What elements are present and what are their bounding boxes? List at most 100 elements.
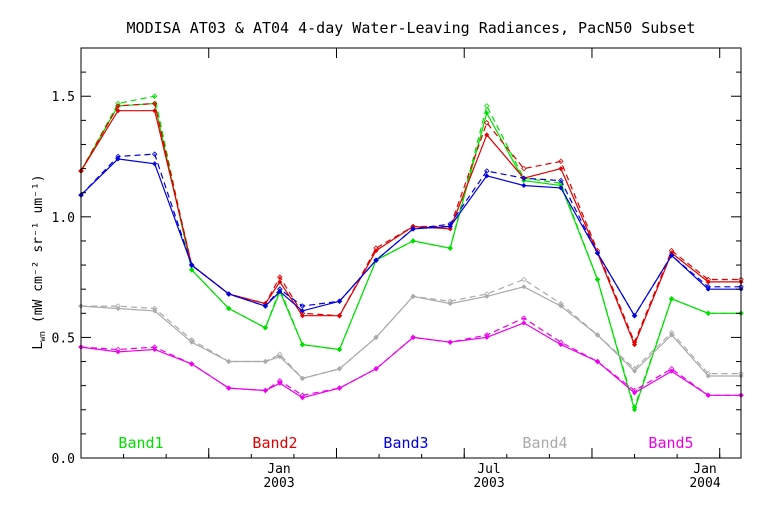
data-point-at04-band2: [299, 310, 306, 317]
data-point-at04-band2: [521, 165, 527, 172]
data-point-at04-band5: [277, 378, 283, 384]
data-point-band2: [115, 108, 121, 114]
series-line-at04-band3: [80, 153, 741, 317]
data-point-at04-band3: [447, 221, 453, 227]
data-point-at04-band3: [484, 168, 490, 174]
data-point-at04-band3: [373, 257, 379, 264]
y-tick-label: 0.5: [52, 331, 75, 346]
data-point-at04-band3: [668, 252, 675, 259]
data-point-at04-band1: [225, 305, 232, 312]
y-tick-label: 1.5: [52, 90, 75, 105]
data-point-at04-band1: [299, 341, 306, 348]
data-point-at04-band1: [447, 245, 453, 251]
data-point-at04-band4: [262, 358, 269, 365]
data-point-at04-band3: [521, 175, 527, 182]
data-point-at04-band4: [631, 365, 638, 372]
data-point-at04-band1: [151, 93, 158, 100]
data-point-at04-band1: [410, 238, 416, 244]
data-point-at04-band4: [558, 300, 564, 307]
data-point-at04-band4: [447, 298, 453, 305]
data-point-band2: [484, 132, 490, 138]
data-point-at04-band4: [188, 337, 195, 343]
data-point-band3: [558, 185, 564, 191]
data-point-at04-band3: [705, 283, 711, 290]
y-axis-label-units: (mW cm⁻² sr⁻¹ um⁻¹): [31, 174, 46, 323]
legend-entry-band1: Band1: [118, 434, 163, 452]
data-point-at04-band5: [225, 385, 232, 391]
data-point-at04-band1: [188, 267, 195, 273]
data-point-at04-band2: [373, 245, 379, 251]
y-tick-label: 1.0: [52, 211, 75, 226]
y-axis-label-main: L: [31, 342, 46, 350]
series-line-at03-band2: [80, 110, 741, 347]
data-point-at04-band5: [336, 385, 343, 391]
y-axis-title: Lwn (mW cm⁻² sr⁻¹ um⁻¹): [31, 174, 48, 349]
series-line-at03-band5: [80, 322, 741, 399]
data-point-at04-band2: [151, 100, 158, 107]
data-point-at04-band5: [521, 315, 527, 321]
data-point-at04-band3: [262, 303, 269, 309]
x-tick-label-year: 2004: [689, 476, 720, 491]
data-point-at04-band5: [631, 387, 638, 394]
plot-frame: [80, 47, 742, 459]
data-point-band4: [521, 284, 527, 290]
legend-entry-band3: Band3: [383, 434, 428, 452]
data-point-at04-band5: [705, 392, 711, 399]
data-point-at04-band3: [631, 312, 638, 319]
series-line-at04-band2: [80, 102, 741, 344]
x-tick-label-year: 2003: [473, 476, 504, 491]
data-point-at04-band3: [336, 298, 343, 305]
series-line-at04-band5: [80, 317, 741, 396]
data-point-at04-band5: [668, 365, 675, 372]
series-line-at03-band3: [80, 158, 741, 317]
data-point-at04-band5: [188, 361, 195, 367]
y-tick-label: 0.0: [52, 452, 75, 467]
data-point-at04-band3: [277, 286, 283, 292]
data-point-band2: [152, 108, 158, 114]
data-point-at04-band5: [594, 358, 601, 365]
data-point-band3: [521, 182, 527, 188]
data-point-at04-band1: [336, 346, 343, 353]
data-point-at04-band4: [336, 365, 343, 372]
data-point-band2: [558, 166, 564, 172]
data-point-at04-band5: [447, 339, 453, 346]
data-point-at04-band4: [299, 375, 306, 382]
chart-title: MODISA AT03 & AT04 4-day Water-Leaving R…: [127, 19, 696, 37]
data-point-at04-band4: [484, 291, 490, 297]
data-point-at04-band2: [558, 158, 564, 165]
data-point-at04-band4: [705, 370, 711, 377]
data-point-at04-band4: [225, 358, 232, 365]
data-point-at04-band2: [484, 119, 490, 126]
data-point-band5: [521, 320, 527, 326]
data-point-at04-band1: [262, 324, 269, 331]
data-point-at04-band3: [410, 226, 416, 232]
data-point-at04-band5: [558, 339, 564, 346]
data-point-at04-band4: [115, 303, 121, 309]
x-tick-label: Jan: [267, 462, 290, 477]
data-point-at04-band2: [115, 103, 121, 109]
legend-entry-band4: Band4: [522, 434, 567, 452]
data-point-at04-band5: [299, 392, 306, 399]
data-point-band1: [484, 110, 490, 116]
data-point-at04-band3: [558, 177, 564, 184]
data-point-at04-band4: [373, 334, 379, 341]
data-point-at04-band2: [336, 312, 343, 319]
data-point-at04-band4: [668, 329, 675, 336]
data-point-at04-band2: [705, 276, 711, 283]
legend-entry-band5: Band5: [648, 434, 693, 452]
data-point-at04-band5: [151, 344, 158, 350]
data-point-at04-band1: [594, 276, 601, 283]
data-point-at04-band3: [151, 151, 158, 157]
data-point-at04-band3: [594, 250, 601, 256]
data-point-band3: [299, 308, 305, 314]
data-point-at04-band1: [484, 103, 490, 109]
data-point-at04-band3: [188, 262, 195, 268]
data-point-at04-band4: [521, 276, 527, 283]
data-point-at04-band3: [115, 153, 121, 160]
data-point-at04-band2: [277, 274, 283, 280]
svg-text:Lwn (mW cm⁻² sr⁻¹ um⁻¹): Lwn (mW cm⁻² sr⁻¹ um⁻¹): [31, 174, 48, 349]
data-point-at04-band3: [299, 303, 306, 309]
data-point-at04-band4: [410, 293, 416, 300]
data-point-at04-band2: [631, 339, 638, 346]
